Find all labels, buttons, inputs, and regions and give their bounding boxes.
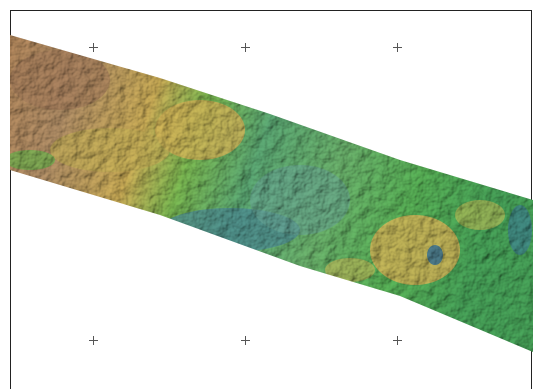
map-view	[0, 0, 533, 389]
page	[0, 0, 533, 389]
elevation-strip	[0, 0, 533, 389]
